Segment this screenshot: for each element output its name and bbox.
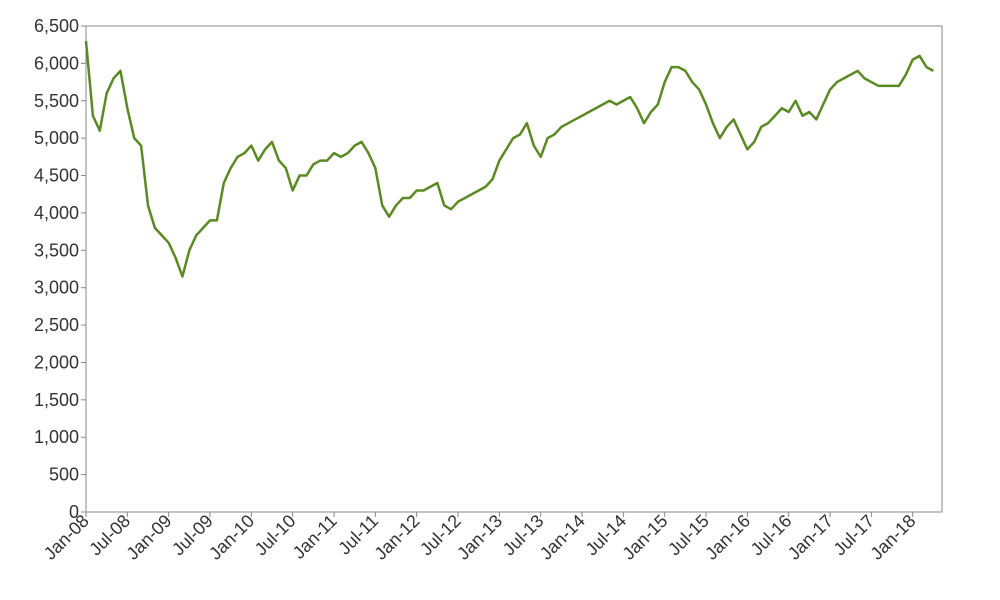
y-tick-label: 5,000 <box>34 128 79 148</box>
y-tick-label: 6,500 <box>34 16 79 36</box>
x-tick-label: Jan-15 <box>618 511 671 564</box>
y-tick-label: 3,500 <box>34 240 79 260</box>
y-tick-label: 1,000 <box>34 427 79 447</box>
y-tick-label: 3,000 <box>34 278 79 298</box>
x-tick-label: Jan-10 <box>205 511 258 564</box>
x-tick-label: Jan-11 <box>289 511 341 563</box>
y-tick-label: 5,500 <box>34 91 79 111</box>
plot-frame <box>85 25 943 513</box>
y-tick-label: 500 <box>49 465 79 485</box>
x-tick-label: Jan-16 <box>701 511 754 564</box>
y-tick-label: 4,500 <box>34 166 79 186</box>
y-tick-label: 0 <box>69 502 79 522</box>
x-tick-label: Jan-17 <box>784 511 837 564</box>
y-tick-label: 2,000 <box>34 352 79 372</box>
x-tick-label: Jan-09 <box>122 511 175 564</box>
x-tick-label: Jan-18 <box>866 511 919 564</box>
y-tick-label: 2,500 <box>34 315 79 335</box>
y-tick-label: 4,000 <box>34 203 79 223</box>
y-tick-label: 6,000 <box>34 53 79 73</box>
x-tick-label: Jan-12 <box>370 511 423 564</box>
data-line <box>84 40 934 278</box>
x-tick-label: Jan-13 <box>453 511 506 564</box>
x-tick-label: Jan-14 <box>536 511 589 564</box>
y-tick-label: 1,500 <box>34 390 79 410</box>
x-tick-label: Jan-08 <box>40 511 93 564</box>
